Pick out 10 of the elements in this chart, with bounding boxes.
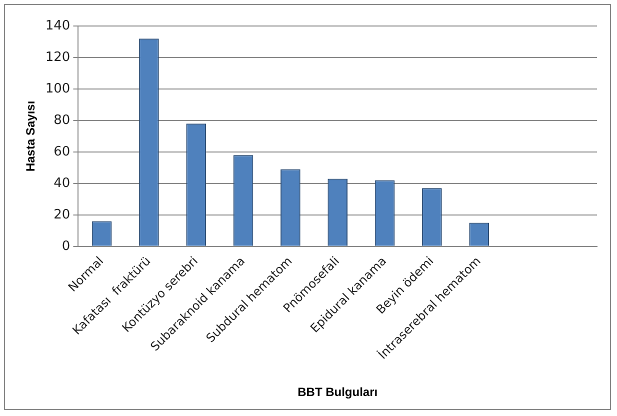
y-tick-label: 120	[45, 50, 70, 65]
y-tick-label: 20	[54, 207, 70, 222]
x-axis-title: BBT Bulguları	[298, 385, 378, 400]
y-tick-label: 40	[54, 176, 70, 191]
y-tick-label: 60	[54, 144, 70, 160]
y-tick-label: 140	[45, 18, 70, 34]
y-tick-label: 80	[54, 112, 70, 128]
y-tick-label: 0	[62, 238, 70, 254]
y-tick-label: 100	[45, 81, 70, 96]
y-axis-title: Hasta Sayısı	[24, 100, 38, 172]
